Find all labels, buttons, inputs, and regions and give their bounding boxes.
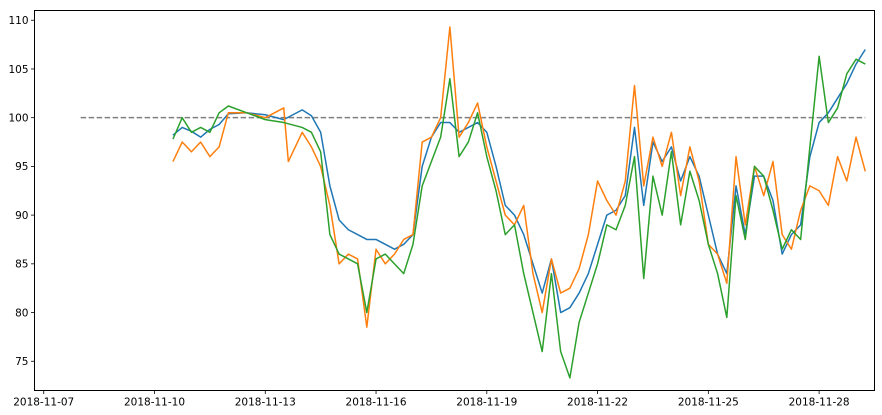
x-tick-label: 2018-11-07 xyxy=(13,397,74,409)
x-tick-label: 2018-11-16 xyxy=(346,397,407,409)
y-tick-label: 105 xyxy=(8,64,28,76)
y-tick-label: 80 xyxy=(15,307,28,319)
series-line-3 xyxy=(172,55,866,379)
y-axis: 75 80 85 90 95 100 105 110 xyxy=(8,15,35,368)
x-axis: 2018-11-07 2018-11-10 2018-11-13 2018-11-16… xyxy=(13,390,850,409)
y-tick-label: 90 xyxy=(15,210,28,222)
y-tick-label: 110 xyxy=(8,15,28,27)
x-tick-label: 2018-11-13 xyxy=(235,397,296,409)
x-tick-label: 2018-11-10 xyxy=(124,397,185,409)
series-layer xyxy=(172,26,866,379)
y-tick-label: 75 xyxy=(15,356,28,368)
y-tick-label: 85 xyxy=(15,259,28,271)
x-tick-label: 2018-11-22 xyxy=(567,397,628,409)
y-tick-label: 95 xyxy=(15,161,28,173)
plot-frame xyxy=(34,10,875,391)
x-tick-label: 2018-11-28 xyxy=(789,397,850,409)
series-line-1 xyxy=(172,49,866,314)
x-tick-label: 2018-11-19 xyxy=(456,397,517,409)
x-tick-label: 2018-11-25 xyxy=(678,397,739,409)
y-tick-label: 100 xyxy=(8,112,28,124)
